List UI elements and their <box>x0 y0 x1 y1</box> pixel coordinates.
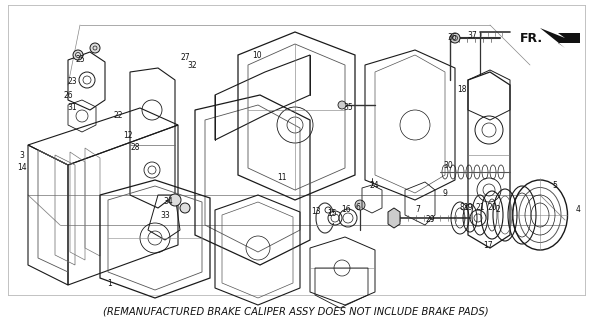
Text: 8: 8 <box>459 203 464 212</box>
Circle shape <box>450 33 460 43</box>
Text: 16: 16 <box>341 205 351 214</box>
Text: 9: 9 <box>443 188 448 197</box>
Text: 29: 29 <box>425 215 435 225</box>
Text: 26: 26 <box>63 91 73 100</box>
Text: 30: 30 <box>443 161 453 170</box>
Text: 21: 21 <box>475 203 485 212</box>
Text: 36: 36 <box>447 34 457 43</box>
Text: 33: 33 <box>160 211 170 220</box>
Text: 23: 23 <box>67 77 77 86</box>
Text: 4: 4 <box>575 205 580 214</box>
Text: 24: 24 <box>369 180 379 189</box>
Text: 18: 18 <box>457 85 466 94</box>
Polygon shape <box>540 28 580 48</box>
Text: 25: 25 <box>75 55 85 65</box>
Text: 37: 37 <box>467 30 477 39</box>
Text: 22: 22 <box>113 110 123 119</box>
Text: 11: 11 <box>277 173 287 182</box>
Text: 35: 35 <box>343 103 353 113</box>
Text: 34: 34 <box>163 197 173 206</box>
Text: 7: 7 <box>416 205 420 214</box>
Text: 13: 13 <box>311 207 321 217</box>
Circle shape <box>73 50 83 60</box>
Text: 10: 10 <box>252 51 262 60</box>
Text: 20: 20 <box>487 204 497 212</box>
Text: 12: 12 <box>123 131 133 140</box>
Text: 19: 19 <box>463 203 473 212</box>
Text: FR.: FR. <box>520 31 543 44</box>
Text: 28: 28 <box>130 143 140 153</box>
Polygon shape <box>388 208 400 228</box>
Text: 31: 31 <box>67 103 77 113</box>
Text: 2: 2 <box>496 205 500 214</box>
Text: 15: 15 <box>327 209 337 218</box>
Text: 17: 17 <box>483 241 493 250</box>
Text: 27: 27 <box>180 53 190 62</box>
Circle shape <box>169 194 181 206</box>
Circle shape <box>355 200 365 210</box>
Circle shape <box>338 101 346 109</box>
Text: 1: 1 <box>108 278 112 287</box>
Text: 5: 5 <box>552 180 558 189</box>
Text: 14: 14 <box>17 164 27 172</box>
Text: (REMANUFACTURED BRAKE CALIPER ASSY DOES NOT INCLUDE BRAKE PADS): (REMANUFACTURED BRAKE CALIPER ASSY DOES … <box>103 307 489 317</box>
Circle shape <box>180 203 190 213</box>
Circle shape <box>90 43 100 53</box>
Text: 3: 3 <box>20 150 24 159</box>
Text: 6: 6 <box>356 203 361 212</box>
Text: 32: 32 <box>187 60 197 69</box>
